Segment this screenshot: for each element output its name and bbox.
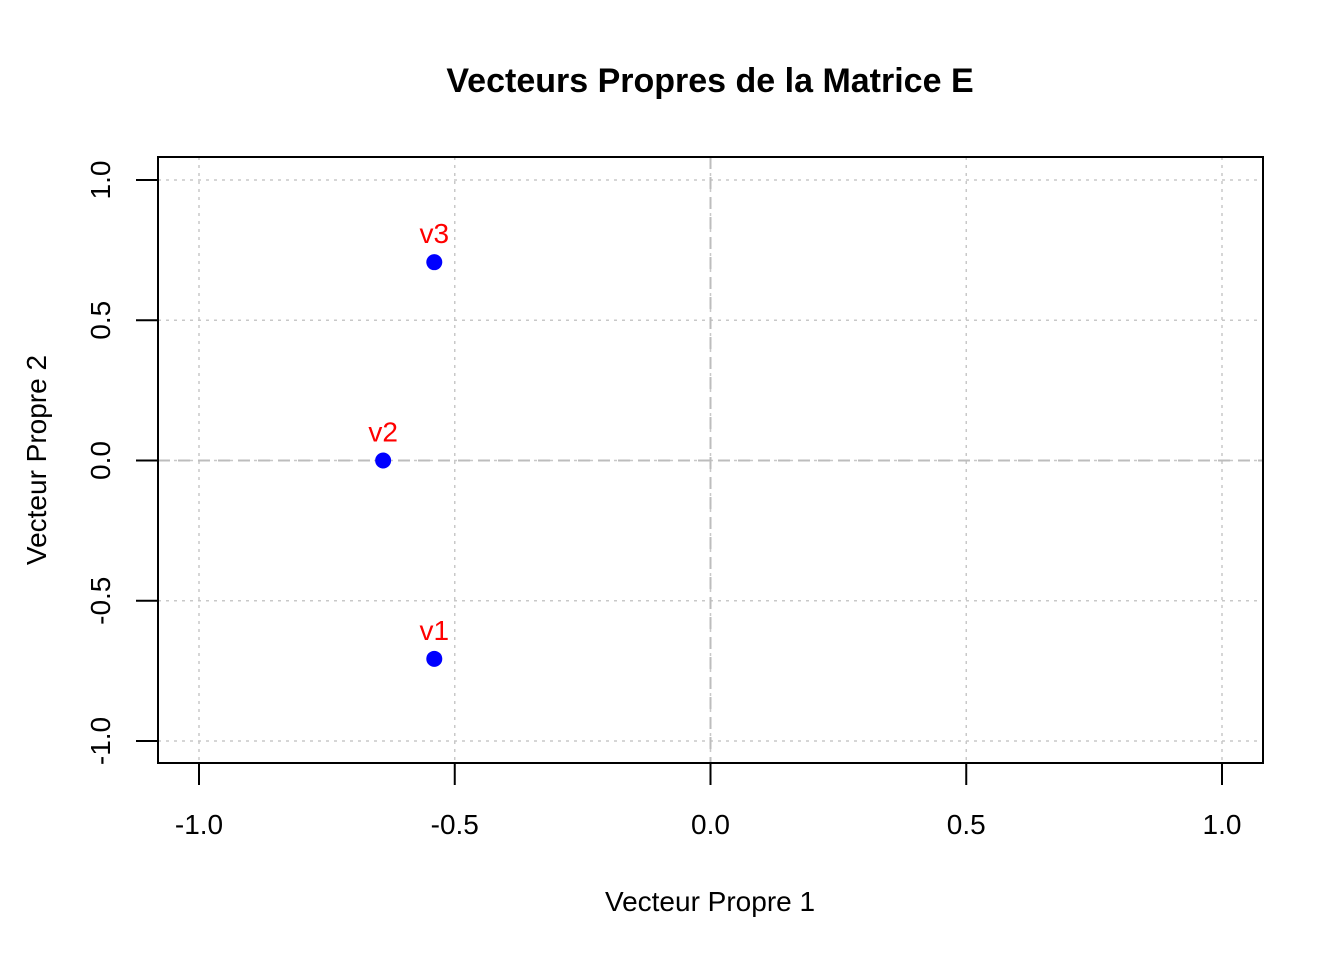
reference-lines [158, 157, 1263, 763]
point-labels: v1 v2 v3 [368, 218, 449, 646]
y-tick-label: 1.0 [85, 161, 116, 200]
y-tick-label: -0.5 [85, 577, 116, 625]
x-tick-label: 0.0 [691, 809, 730, 840]
chart-title: Vecteurs Propres de la Matrice E [446, 62, 973, 100]
data-point-v1 [426, 650, 443, 667]
x-axis: -1.0 -0.5 0.0 0.5 1.0 [175, 763, 1242, 840]
point-label-v1: v1 [420, 615, 450, 646]
y-axis-label: Vecteur Propre 2 [21, 355, 52, 565]
x-axis-label: Vecteur Propre 1 [605, 886, 815, 917]
data-point-v3 [426, 254, 443, 271]
x-tick-label: 1.0 [1203, 809, 1242, 840]
y-tick-label: 0.5 [85, 301, 116, 340]
point-label-v2: v2 [368, 417, 398, 448]
x-tick-label: 0.5 [947, 809, 986, 840]
data-points [375, 254, 443, 667]
y-axis: -1.0 -0.5 0.0 0.5 1.0 [85, 161, 158, 765]
data-point-v2 [375, 452, 392, 469]
x-tick-label: -0.5 [431, 809, 479, 840]
y-tick-label: -1.0 [85, 717, 116, 765]
x-tick-label: -1.0 [175, 809, 223, 840]
point-label-v3: v3 [420, 218, 450, 249]
y-tick-label: 0.0 [85, 441, 116, 480]
